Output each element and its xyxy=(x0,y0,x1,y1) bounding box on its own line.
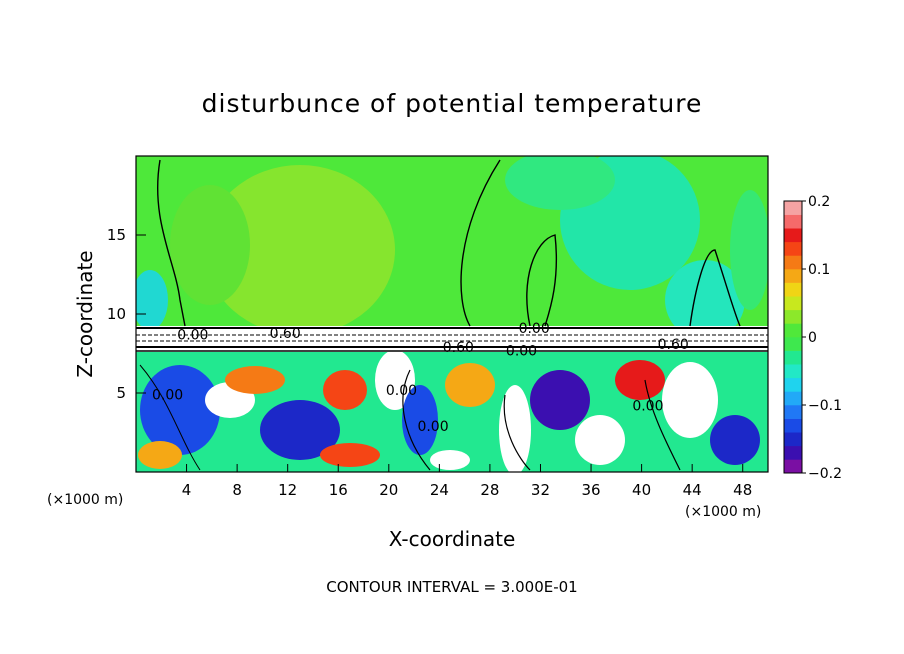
x-tick-label: 32 xyxy=(531,481,550,499)
colorbar-segment xyxy=(784,337,802,351)
contour-label: 0.60 xyxy=(443,340,474,356)
contour-label: 0.00 xyxy=(506,343,537,359)
colorbar-segment xyxy=(784,405,802,419)
x-tick-label: 24 xyxy=(430,481,449,499)
colorbar-segment xyxy=(784,296,802,311)
y-axis-label: Z-coordinate xyxy=(73,250,97,377)
colorbar: 0.2 0.1 0 −0.1 −0.2 xyxy=(783,194,842,482)
colorbar-segment xyxy=(784,269,802,283)
x-tick-label: 44 xyxy=(683,481,702,499)
chart-title: disturbunce of potential temperature xyxy=(202,89,703,118)
contour-label: 0.00 xyxy=(177,328,208,344)
x-tick-label: 4 xyxy=(182,481,192,499)
colorbar-segment xyxy=(784,282,802,297)
contour-label: 0.00 xyxy=(632,399,663,415)
colorbar-segment xyxy=(784,432,802,447)
x-tick-label: 20 xyxy=(379,481,398,499)
plot-area xyxy=(136,156,768,472)
colorbar-segment xyxy=(784,459,802,474)
colorbar-segment xyxy=(784,391,802,406)
colorbar-segment xyxy=(784,241,802,256)
colorbar-segment xyxy=(784,309,802,324)
contour-interval-note: CONTOUR INTERVAL = 3.000E-01 xyxy=(326,578,577,596)
contour-label: 0.00 xyxy=(386,383,417,399)
contour-label: 0.00 xyxy=(152,388,183,404)
contour-label: 0.60 xyxy=(270,326,301,342)
y-tick-label: 10 xyxy=(107,305,126,323)
contour-label: 0.00 xyxy=(417,419,448,435)
colorbar-segment xyxy=(784,255,802,270)
colorbar-tick-label: 0.2 xyxy=(808,194,830,210)
y-tick-label: 5 xyxy=(116,384,126,402)
colorbar-segment xyxy=(784,418,802,433)
x-tick-label: 36 xyxy=(581,481,600,499)
x-axis: 4 8 12 16 20 24 28 32 36 40 44 48 xyxy=(182,464,752,499)
colorbar-segment xyxy=(784,350,802,365)
colorbar-segment xyxy=(784,323,802,338)
colorbar-tick-label: 0.1 xyxy=(808,262,830,278)
x-unit-left: (×1000 m) xyxy=(47,492,123,508)
colorbar-segment xyxy=(784,201,802,215)
colorbar-tick-label: −0.1 xyxy=(808,398,842,414)
colorbar-tick-label: 0 xyxy=(808,330,817,346)
contour-label: 0.60 xyxy=(658,337,689,353)
colorbar-segment xyxy=(784,445,802,460)
colorbar-segment xyxy=(784,214,802,229)
x-tick-label: 48 xyxy=(733,481,752,499)
x-tick-label: 28 xyxy=(480,481,499,499)
x-unit-right: (×1000 m) xyxy=(685,504,761,520)
colorbar-segment xyxy=(784,377,802,392)
x-axis-label: X-coordinate xyxy=(389,527,516,551)
colorbar-segment xyxy=(784,228,802,243)
x-tick-label: 16 xyxy=(329,481,348,499)
x-tick-label: 40 xyxy=(632,481,651,499)
contour-labels: 0.60 0.00 0.00 0.60 0.00 0.60 0.00 0.00 0.00 0.00 xyxy=(152,321,689,435)
y-tick-label: 15 xyxy=(107,226,126,244)
x-tick-label: 12 xyxy=(278,481,297,499)
colorbar-segment xyxy=(784,364,802,379)
colorbar-tick-label: −0.2 xyxy=(808,466,842,482)
y-axis: 5 10 15 xyxy=(107,226,146,402)
contour-label: 0.00 xyxy=(519,321,550,337)
x-tick-label: 8 xyxy=(232,481,242,499)
